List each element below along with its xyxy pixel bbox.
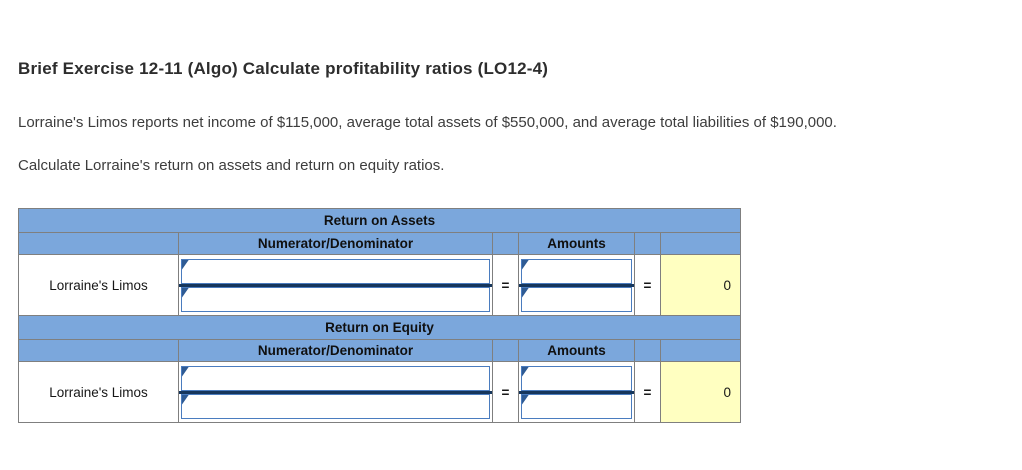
roe-numerator-input[interactable] [181,365,490,391]
roa-amount-denominator-input[interactable] [521,286,632,312]
exercise-intro-text: Lorraine's Limos reports net income of $… [18,114,837,131]
roe-amount-numerator-input[interactable] [521,365,632,391]
page-title: Brief Exercise 12-11 (Algo) Calculate pr… [18,59,549,78]
dropdown-corner-icon [182,287,189,298]
roe-header-blank-left [18,339,179,362]
roe-denominator-input[interactable] [181,393,490,419]
roa-header-blank-right [659,232,742,255]
dropdown-corner-icon [522,366,529,377]
dropdown-corner-icon [182,259,189,270]
roe-amounts-cell [518,361,635,423]
roa-header-blank-eq2 [634,232,661,255]
dropdown-corner-icon [522,287,529,298]
return-on-assets-table: Return on Assets Numerator/Denominator A… [17,208,742,316]
roe-header-numerator-denominator: Numerator/Denominator [178,339,493,362]
roe-table-title: Return on Equity [17,315,742,340]
roa-fraction-bar [179,283,492,287]
roa-header-blank-eq1 [492,232,519,255]
return-on-equity-table: Return on Equity Numerator/Denominator A… [17,315,742,423]
roe-header-amounts: Amounts [518,339,635,362]
roe-header-blank-right [659,339,742,362]
roe-numerator-denominator-cell [178,361,493,423]
roe-header-blank-eq2 [634,339,661,362]
roe-row-label: Lorraine's Limos [18,361,179,423]
roa-row-label: Lorraine's Limos [18,254,179,316]
roe-header-blank-eq1 [492,339,519,362]
dropdown-corner-icon [522,394,529,405]
roa-amounts-fraction-bar [519,283,634,287]
roa-amounts-cell [518,254,635,316]
roa-equals-right: = [634,254,661,316]
roa-amount-numerator-input[interactable] [521,258,632,284]
ratio-tables-container: Return on Assets Numerator/Denominator A… [17,208,742,423]
roe-equals-right: = [634,361,661,423]
roa-equals-left: = [492,254,519,316]
dropdown-corner-icon [182,366,189,377]
roe-amount-denominator-input[interactable] [521,393,632,419]
roa-header-amounts: Amounts [518,232,635,255]
roe-equals-left: = [492,361,519,423]
dropdown-corner-icon [522,259,529,270]
roa-numerator-input[interactable] [181,258,490,284]
roa-table-title: Return on Assets [17,208,742,233]
roa-numerator-denominator-cell [178,254,493,316]
roe-result-cell: 0 [659,361,742,423]
roe-fraction-bar [179,390,492,394]
roe-amounts-fraction-bar [519,390,634,394]
exercise-instruction-text: Calculate Lorraine's return on assets an… [18,157,445,174]
roa-header-blank-left [18,232,179,255]
roa-header-numerator-denominator: Numerator/Denominator [178,232,493,255]
dropdown-corner-icon [182,394,189,405]
roa-denominator-input[interactable] [181,286,490,312]
roa-result-cell: 0 [659,254,742,316]
